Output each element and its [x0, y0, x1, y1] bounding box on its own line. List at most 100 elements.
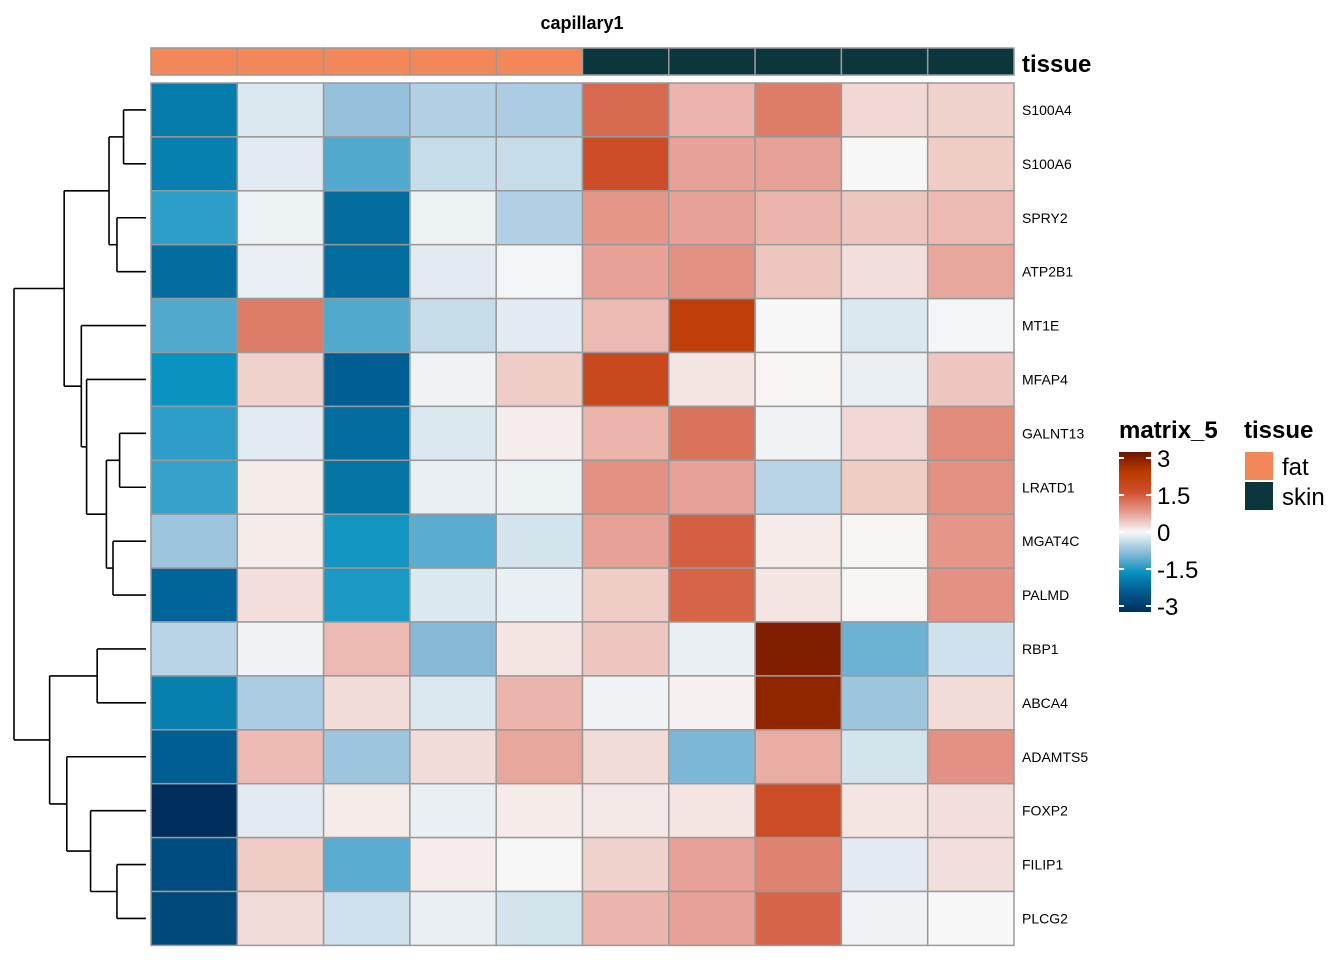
heatmap-cell [322, 190, 411, 246]
heatmap-cell [840, 405, 929, 462]
color-legend-label: 0 [1157, 520, 1170, 547]
heatmap-cell [495, 297, 584, 354]
color-legend-title: matrix_5 [1119, 417, 1218, 444]
heatmap-cell [581, 405, 670, 462]
heatmap-cell [581, 459, 670, 515]
heatmap-cell [840, 351, 929, 408]
annotation-cell-fat [150, 47, 239, 76]
row-labels: S100A4 S100A6 SPRY2 ATP2B1 MT1E MFAP4 GALNT13 L… [1022, 102, 1088, 927]
heatmap-cell [150, 459, 239, 515]
color-legend-label: 1.5 [1157, 483, 1190, 510]
heatmap-cell [581, 513, 670, 569]
heatmap-cell [409, 405, 497, 462]
heatmap-cell [409, 567, 497, 623]
heatmap-cell [668, 675, 756, 731]
heatmap-cell [581, 567, 670, 623]
heatmap-cell [409, 890, 497, 947]
heatmap-cell [495, 836, 584, 893]
heatmap-cell [495, 729, 584, 785]
heatmap-cell [322, 243, 411, 300]
row-label: ATP2B1 [1022, 264, 1073, 280]
heatmap-cell [668, 567, 756, 623]
heatmap-cell [840, 190, 929, 246]
heatmap-cell [840, 890, 929, 947]
color-legend-label: -1.5 [1157, 557, 1198, 584]
heatmap-cell [236, 782, 325, 839]
heatmap-cell [926, 621, 1015, 677]
chart-title: capillary1 [540, 13, 623, 33]
heatmap-cell [495, 675, 584, 731]
annotation-cell-fat [322, 47, 411, 76]
heatmap-cell [581, 82, 670, 138]
heatmap-cell [581, 621, 670, 677]
row-label: SPRY2 [1022, 210, 1068, 226]
heatmap-cell [581, 729, 670, 785]
heatmap-cell [150, 836, 239, 893]
row-label: PLCG2 [1022, 910, 1068, 926]
color-legend-label: -3 [1157, 594, 1178, 621]
heatmap-cell [150, 890, 239, 947]
heatmap-cell [840, 621, 929, 677]
heatmap-cell [150, 351, 239, 408]
heatmap-cell [926, 405, 1015, 462]
heatmap-cell [150, 729, 239, 785]
heatmap-cell [754, 405, 843, 462]
heatmap-cell [236, 351, 325, 408]
heatmap-cell [322, 136, 411, 192]
heatmap-cell [150, 190, 239, 246]
heatmap-cell [926, 567, 1015, 623]
heatmap-cell [668, 297, 756, 354]
heatmap-cell [150, 567, 239, 623]
row-label: GALNT13 [1022, 425, 1084, 441]
row-label: MT1E [1022, 318, 1059, 334]
heatmap-cell [840, 513, 929, 569]
heatmap-cell [668, 405, 756, 462]
heatmap-cell [236, 621, 325, 677]
heatmap-cell [150, 297, 239, 354]
row-dendrogram [13, 109, 146, 920]
row-label: S100A6 [1022, 156, 1072, 172]
heatmap-cell [495, 243, 584, 300]
heatmap-cell [754, 836, 843, 893]
heatmap-cell [409, 243, 497, 300]
heatmap-cell [409, 621, 497, 677]
annotation-legend-swatch [1245, 452, 1273, 480]
heatmap-cell [322, 675, 411, 731]
annotation-legend-label: fat [1282, 454, 1309, 481]
heatmap-cell [754, 243, 843, 300]
heatmap-cell [668, 190, 756, 246]
heatmap-cell [495, 190, 584, 246]
heatmap-cell [926, 836, 1015, 893]
heatmap-cell [668, 836, 756, 893]
heatmap-cell [926, 782, 1015, 839]
row-label: LRATD1 [1022, 479, 1075, 495]
heatmap-cell [322, 513, 411, 569]
heatmap-cell [754, 890, 843, 947]
heatmap-cell [150, 136, 239, 192]
heatmap-cell [409, 459, 497, 515]
heatmap-cell [409, 782, 497, 839]
heatmap-cell [495, 405, 584, 462]
heatmap-cell [668, 136, 756, 192]
heatmap-cell [409, 836, 497, 893]
heatmap-cell [150, 405, 239, 462]
heatmap-cell [322, 459, 411, 515]
heatmap-cell [150, 82, 239, 138]
heatmap-cell [840, 136, 929, 192]
heatmap-cell [409, 190, 497, 246]
heatmap-cells [150, 82, 1015, 947]
heatmap-cell [581, 190, 670, 246]
heatmap-cell [495, 136, 584, 192]
heatmap-cell [495, 351, 584, 408]
heatmap-cell [581, 351, 670, 408]
heatmap-cell [409, 513, 497, 569]
heatmap-cell [754, 621, 843, 677]
heatmap-cell [668, 351, 756, 408]
annotation-legend: fat skin [1245, 452, 1325, 511]
heatmap-cell [236, 459, 325, 515]
annotation-legend-swatch [1245, 482, 1273, 510]
heatmap-cell [668, 621, 756, 677]
row-label: MFAP4 [1022, 371, 1068, 387]
heatmap-cell [840, 459, 929, 515]
